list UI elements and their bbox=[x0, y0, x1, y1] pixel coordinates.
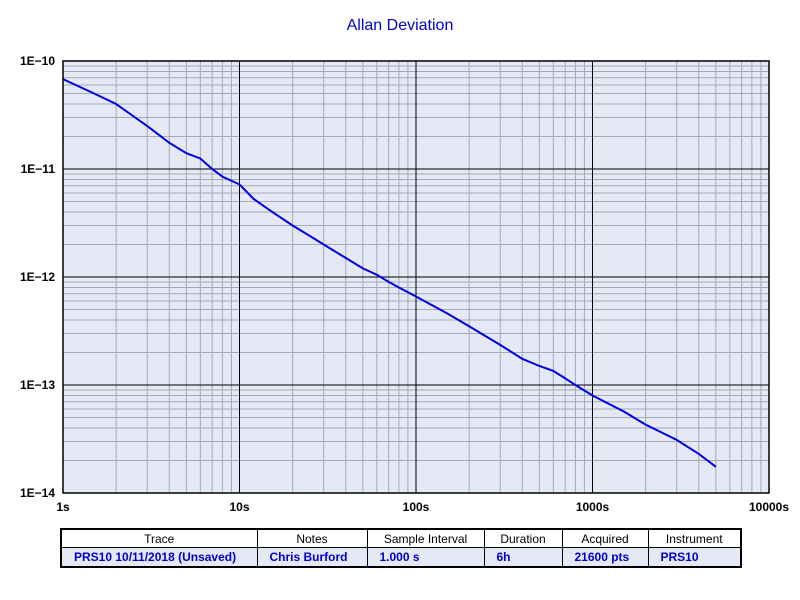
plot-border bbox=[62, 60, 770, 494]
y-tick-label: 1E−14 bbox=[20, 486, 55, 500]
x-axis-tick-labels: 1s 10s 100s 1000s 10000s bbox=[56, 500, 789, 514]
y-axis-tick-labels: 1E−10 1E−11 1E−12 1E−13 1E−14 bbox=[20, 54, 55, 500]
x-tick-label: 10s bbox=[229, 500, 249, 514]
x-tick-label: 1s bbox=[56, 500, 70, 514]
header-duration: Duration bbox=[483, 528, 563, 548]
cell-sample-interval[interactable]: 1.000 s bbox=[366, 547, 485, 568]
cell-acquired[interactable]: 21600 pts bbox=[561, 547, 649, 568]
cell-instrument[interactable]: PRS10 bbox=[647, 547, 742, 568]
series-line bbox=[62, 78, 717, 468]
chart-title: Allan Deviation bbox=[346, 17, 454, 34]
y-tick-label: 1E−10 bbox=[20, 54, 55, 68]
grid-major bbox=[63, 61, 769, 493]
header-acquired: Acquired bbox=[561, 528, 649, 548]
info-table-header-row: Trace Notes Sample Interval Duration Acq… bbox=[60, 528, 742, 548]
cell-trace[interactable]: PRS10 10/11/2018 (Unsaved) bbox=[60, 547, 258, 568]
header-trace: Trace bbox=[60, 528, 258, 548]
header-sample-interval: Sample Interval bbox=[366, 528, 485, 548]
y-tick-label: 1E−11 bbox=[21, 162, 56, 176]
y-tick-label: 1E−12 bbox=[20, 270, 55, 284]
cell-notes[interactable]: Chris Burford bbox=[256, 547, 368, 568]
header-notes: Notes bbox=[256, 528, 368, 548]
cell-duration[interactable]: 6h bbox=[483, 547, 563, 568]
y-tick-label: 1E−13 bbox=[20, 378, 55, 392]
info-table: Trace Notes Sample Interval Duration Acq… bbox=[60, 528, 742, 568]
plot-area: 1s 10s 100s 1000s 10000s 1E−101E−111E−121E−1… bbox=[20, 54, 789, 514]
header-instrument: Instrument bbox=[647, 528, 742, 548]
table-row[interactable]: PRS10 10/11/2018 (Unsaved) Chris Burford… bbox=[60, 547, 742, 568]
x-tick-label: 1000s bbox=[576, 500, 610, 514]
x-tick-label: 100s bbox=[403, 500, 430, 514]
x-tick-label: 10000s bbox=[749, 500, 789, 514]
